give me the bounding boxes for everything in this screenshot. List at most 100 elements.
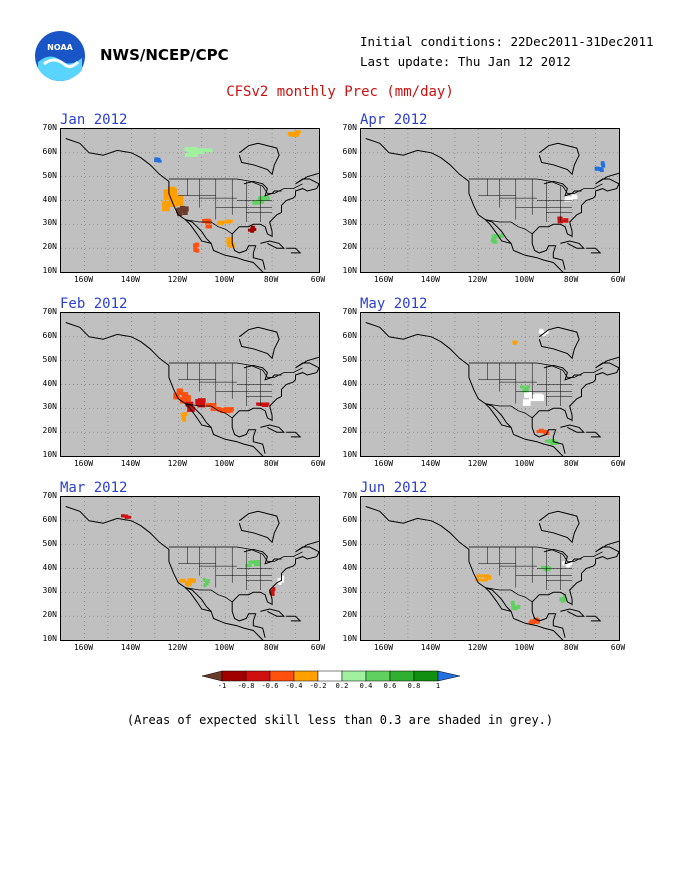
coastline (260, 608, 285, 617)
lat-tick-label: 40N (42, 378, 57, 388)
coastline (238, 142, 280, 176)
map-panel-apr (360, 128, 620, 273)
lon-tick-label: 120W (167, 459, 187, 468)
coastline (238, 510, 280, 544)
anomaly-cell (541, 429, 547, 433)
noaa-logo: NOAA (34, 30, 86, 82)
coastline (260, 424, 285, 433)
lon-tick-label: 120W (167, 643, 187, 652)
anomaly-cell (516, 604, 521, 609)
coastline (560, 240, 585, 249)
anomaly-cell (162, 200, 170, 212)
anomaly-cell (519, 385, 524, 389)
anomaly-cell (484, 575, 492, 579)
coastline (243, 180, 282, 197)
anomaly-cell (269, 591, 273, 596)
coastline (586, 247, 602, 254)
border-us-mexico (485, 587, 533, 603)
lon-tick-label: 140W (420, 643, 440, 652)
anomaly-cell (252, 200, 261, 205)
anomaly-cell (195, 248, 200, 253)
anomaly-cell (539, 328, 544, 332)
colorbar-swatch (269, 670, 295, 682)
anomaly-cell (559, 597, 563, 602)
lat-tick-label: 30N (342, 586, 357, 596)
anomaly-cell (176, 388, 184, 396)
coastline (560, 424, 585, 433)
lat-tick-label: 10N (342, 634, 357, 643)
anomaly-cell (561, 597, 565, 602)
anomaly-cell (195, 400, 204, 406)
anomaly-cell (545, 566, 551, 570)
anomaly-cell (526, 385, 530, 389)
anomaly-cell (510, 600, 515, 605)
colorbar-tick-label: 0.6 (383, 682, 397, 690)
coastline (286, 431, 302, 438)
lat-tick-label: 20N (342, 242, 357, 252)
colorbar-swatch (221, 670, 247, 682)
lon-tick-label: 120W (167, 275, 187, 284)
colorbar-tick-label: 0.2 (335, 682, 349, 690)
anomaly-cell (182, 209, 188, 216)
coastline (586, 431, 602, 438)
lon-tick-label: 80W (563, 643, 579, 652)
lon-tick-label: 80W (263, 459, 279, 468)
lon-tick-label: 120W (467, 275, 487, 284)
border-us-mexico (185, 587, 233, 603)
coastline (286, 247, 302, 254)
coastline (485, 219, 512, 244)
lat-tick-label: 50N (342, 170, 357, 180)
lat-tick-label: 60N (42, 330, 57, 340)
anomaly-cell (271, 591, 275, 596)
colorbar-swatch (245, 670, 271, 682)
anomaly-cell (256, 402, 263, 406)
anomaly-cell (193, 243, 197, 248)
anomaly-cell (261, 195, 269, 200)
anomaly-cell (549, 441, 557, 445)
anomaly-cell (184, 582, 192, 587)
anomaly-cell (511, 606, 516, 611)
coastline (531, 356, 619, 422)
lat-tick-label: 20N (342, 426, 357, 436)
anomaly-cell (157, 159, 162, 163)
anomaly-cell (121, 514, 125, 518)
skill-note: (Areas of expected skill less than 0.3 a… (126, 713, 554, 727)
anomaly-cell (481, 578, 489, 582)
lat-tick-label: 40N (342, 378, 357, 388)
lon-tick-label: 140W (120, 643, 140, 652)
coastline (260, 240, 285, 249)
anomaly-cell (251, 225, 255, 229)
lon-tick-label: 160W (373, 643, 394, 652)
lon-tick-label: 60W (310, 459, 326, 468)
coastline (65, 322, 264, 456)
panel-title-jan: Jan 2012 (60, 112, 128, 128)
anomaly-cell (229, 237, 234, 243)
anomaly-cell (534, 620, 540, 624)
anomaly-cell (564, 196, 571, 200)
anomaly-cell (544, 439, 552, 443)
anomaly-cell (564, 198, 570, 202)
colorbar-swatch (365, 670, 391, 682)
coastline (538, 142, 580, 176)
lat-tick-label: 60N (342, 330, 357, 340)
colorbar-swatch (293, 670, 319, 682)
border-us-canada (468, 178, 603, 194)
anomaly-cell (563, 219, 569, 223)
colorbar-swatch (341, 670, 367, 682)
coastline (243, 364, 282, 381)
colorbar-tick-label: 0.8 (407, 682, 421, 690)
coastline (231, 417, 266, 454)
lat-tick-label: 20N (42, 426, 57, 436)
anomaly-cell (184, 153, 198, 158)
coastline (286, 615, 302, 622)
anomaly-cell (179, 205, 186, 212)
svg-text:NOAA: NOAA (47, 43, 73, 52)
colorbar-tick-label: -0.2 (309, 682, 327, 690)
lon-tick-label: 160W (373, 275, 394, 284)
anomaly-cell (567, 198, 573, 202)
anomaly-cell (490, 238, 496, 243)
anomaly-cell (252, 227, 257, 231)
anomaly-cell (262, 402, 270, 406)
lat-tick-label: 50N (42, 354, 57, 364)
coastline (231, 233, 266, 270)
